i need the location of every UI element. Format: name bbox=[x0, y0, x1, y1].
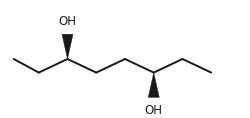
Polygon shape bbox=[148, 73, 159, 97]
Polygon shape bbox=[62, 34, 73, 59]
Text: OH: OH bbox=[145, 104, 163, 117]
Text: OH: OH bbox=[58, 15, 76, 28]
